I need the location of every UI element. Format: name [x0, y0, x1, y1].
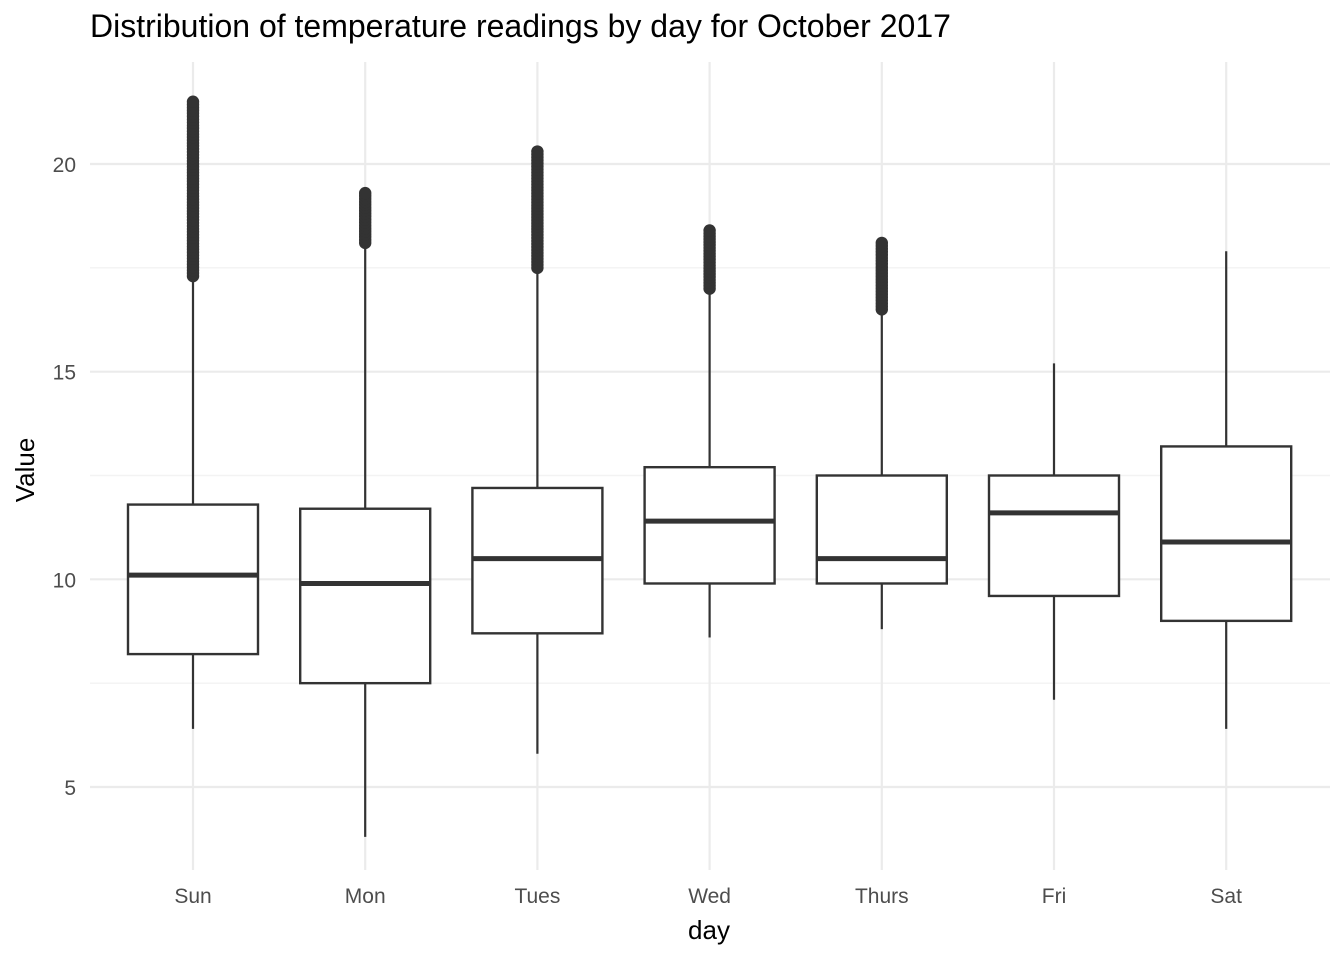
box-body — [1159, 445, 1293, 623]
x-tick-label: Thurs — [855, 885, 909, 908]
box-mon — [299, 186, 432, 837]
box-wed — [643, 224, 776, 638]
outlier-points — [531, 145, 544, 275]
outlier-points — [186, 95, 200, 283]
outlier-point — [359, 186, 372, 200]
y-axis-title: Value — [10, 438, 40, 503]
box-sat — [1159, 251, 1293, 729]
outlier-point — [186, 95, 200, 108]
outlier-points — [359, 186, 372, 250]
y-tick-label: 20 — [53, 154, 76, 177]
box-body — [987, 474, 1121, 598]
y-tick-label: 15 — [53, 362, 76, 385]
x-tick-label: Tues — [514, 885, 560, 908]
x-axis-title: day — [688, 915, 730, 945]
outlier-point — [875, 236, 888, 250]
x-tick-label: Fri — [1042, 885, 1067, 908]
box-body — [643, 465, 776, 585]
x-tick-label: Sat — [1210, 885, 1242, 908]
x-tick-label: Sun — [174, 885, 211, 908]
y-tick-label: 10 — [53, 569, 76, 592]
outlier-point — [531, 145, 544, 158]
y-tick-label: 5 — [64, 777, 76, 800]
box-thurs — [815, 236, 948, 630]
marks-layer — [126, 95, 1293, 837]
box-sun — [126, 95, 260, 729]
x-tick-label: Wed — [688, 885, 731, 908]
outlier-points — [703, 224, 716, 295]
box-fri — [987, 363, 1121, 700]
box-tues — [471, 145, 604, 754]
box-body — [126, 503, 260, 656]
chart-title: Distribution of temperature readings by … — [90, 8, 951, 44]
box-body — [299, 507, 432, 685]
box-body — [815, 474, 948, 585]
x-tick-label: Mon — [345, 885, 386, 908]
outlier-point — [703, 224, 716, 237]
axis-layer: day Value 5 10 15 20 Sun Mon Tues Wed Thurs Fri Sa… — [10, 154, 1242, 945]
outlier-points — [875, 236, 888, 316]
